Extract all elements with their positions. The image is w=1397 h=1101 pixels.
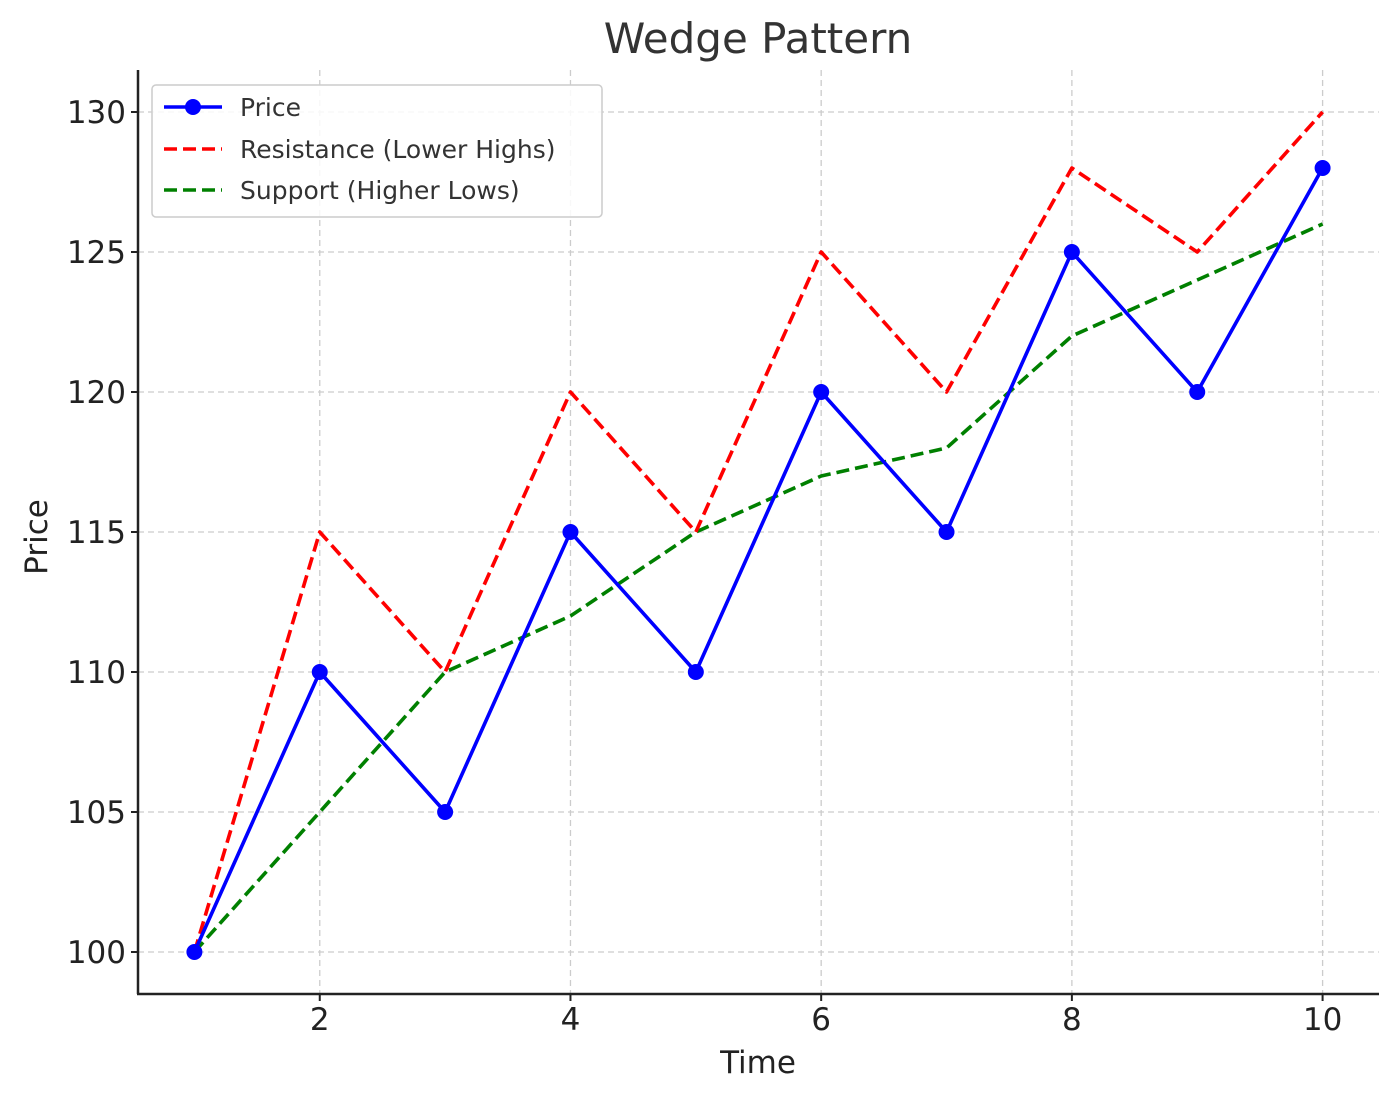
y-tick-label: 110 bbox=[67, 655, 126, 691]
price-data-point bbox=[1063, 244, 1080, 260]
ticks: 2 4 6 8 10 100 105 110 115 120 125 130 bbox=[67, 95, 1342, 1038]
price-data-point bbox=[813, 384, 830, 400]
price-data-point bbox=[562, 524, 579, 540]
chart-title: Wedge Pattern bbox=[604, 14, 913, 63]
legend-marker bbox=[185, 99, 201, 115]
price-data-point bbox=[687, 664, 704, 680]
price-data-point bbox=[437, 804, 454, 820]
price-data-point bbox=[1189, 384, 1206, 400]
y-tick-label: 130 bbox=[67, 95, 126, 131]
legend-label: Price bbox=[240, 93, 301, 122]
grid bbox=[138, 70, 1379, 994]
x-tick-label: 6 bbox=[811, 1002, 831, 1038]
y-tick-label: 115 bbox=[67, 515, 126, 551]
price-data-point bbox=[186, 944, 203, 960]
legend-label: Resistance (Lower Highs) bbox=[240, 135, 556, 164]
x-tick-label: 8 bbox=[1062, 1002, 1082, 1038]
price-data-point bbox=[311, 664, 328, 680]
x-tick-label: 4 bbox=[561, 1002, 581, 1038]
price-data-point bbox=[1314, 160, 1331, 176]
legend-box bbox=[151, 84, 603, 218]
x-axis-label: Time bbox=[719, 1045, 796, 1081]
y-tick-label: 120 bbox=[67, 375, 126, 411]
y-tick-label: 100 bbox=[67, 935, 126, 971]
y-axis-label: Price bbox=[19, 499, 55, 575]
plot-area bbox=[186, 110, 1331, 960]
y-tick-label: 105 bbox=[67, 795, 126, 831]
series-line-support-higher-lows bbox=[193, 222, 1324, 954]
legend-label: Support (Higher Lows) bbox=[240, 176, 520, 205]
series-line-resistance-lower-highs bbox=[192, 110, 1324, 953]
legend: Price Resistance (Lower Highs) Support (Hi… bbox=[151, 84, 603, 218]
x-tick-label: 2 bbox=[310, 1002, 330, 1038]
y-tick-label: 125 bbox=[67, 235, 126, 271]
price-data-point bbox=[938, 524, 955, 540]
series-line-price bbox=[192, 167, 1325, 953]
x-tick-label: 10 bbox=[1303, 1002, 1342, 1038]
